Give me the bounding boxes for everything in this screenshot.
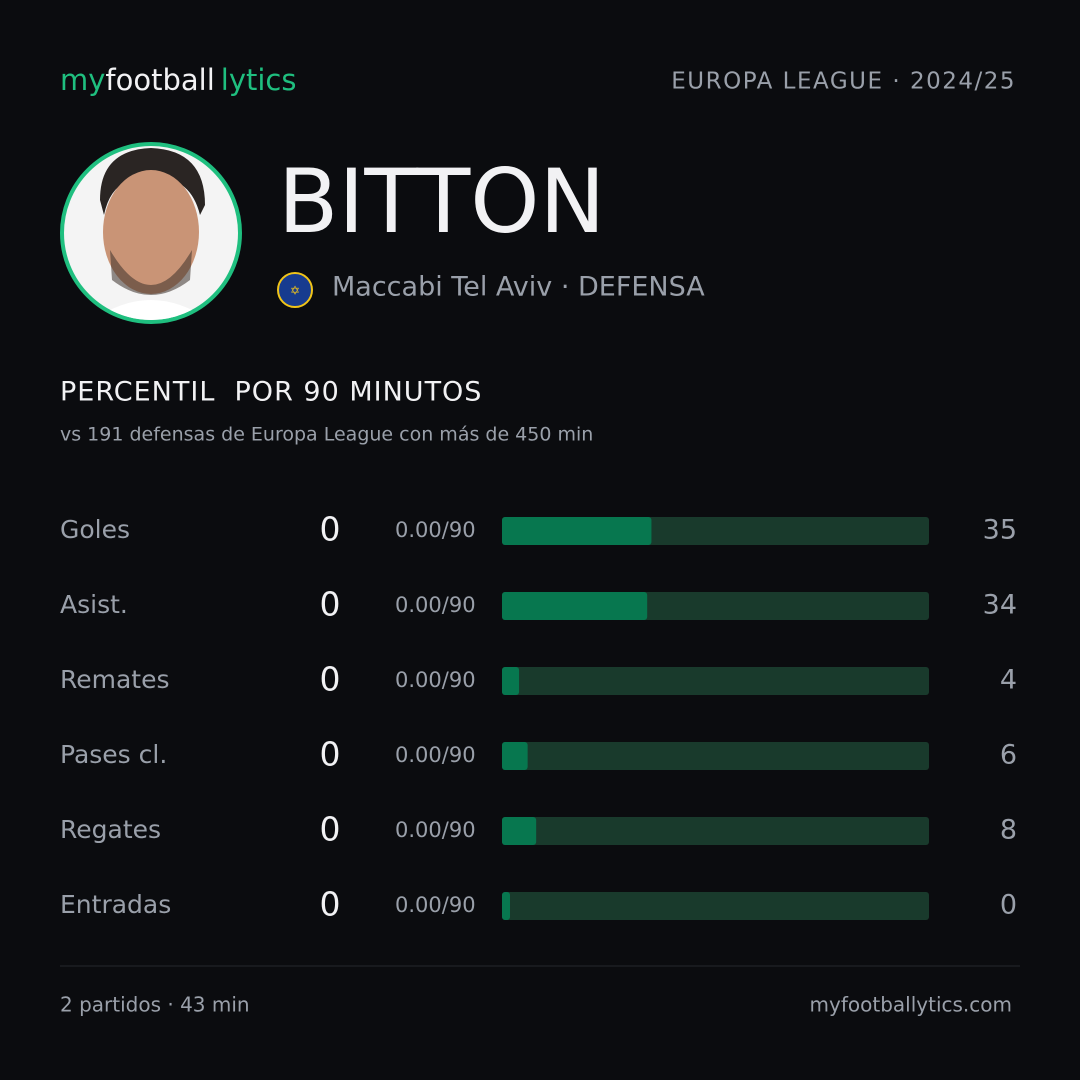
section-subtitle: vs 191 defensas de Europa League con más… — [60, 424, 593, 446]
stat-per90: 0.00/90 — [395, 668, 476, 692]
brand: myfootball lytics — [60, 63, 296, 97]
footer-left: 2 partidos · 43 min — [60, 993, 250, 1017]
bar — [502, 817, 537, 845]
bar-track — [502, 892, 929, 920]
stat-percentile: 8 — [1000, 815, 1017, 846]
stat-per90: 0.00/90 — [395, 593, 476, 617]
stat-total: 0 — [320, 810, 341, 849]
avatar — [60, 142, 242, 324]
team-crest: ✡ — [277, 272, 313, 308]
brand-my: my — [60, 63, 105, 97]
stat-label: Remates — [60, 665, 170, 694]
bar-track — [502, 817, 929, 845]
stat-total: 0 — [320, 735, 341, 774]
bar-track — [502, 667, 929, 695]
stat-per90: 0.00/90 — [395, 518, 476, 542]
stat-total: 0 — [320, 885, 341, 924]
stat-per90: 0.00/90 — [395, 743, 476, 767]
bar — [502, 667, 520, 695]
brand-football: football — [105, 63, 214, 97]
bar — [502, 892, 510, 920]
stat-label: Pases cl. — [60, 740, 167, 769]
stat-per90: 0.00/90 — [395, 818, 476, 842]
svg-text:✡: ✡ — [290, 284, 300, 298]
stat-label: Goles — [60, 515, 130, 544]
stat-percentile: 34 — [983, 590, 1017, 621]
competition: EUROPA LEAGUE · 2024/25 — [671, 69, 1016, 95]
stat-percentile: 6 — [1000, 740, 1017, 771]
bar — [502, 517, 652, 545]
stat-label: Asist. — [60, 590, 128, 619]
section-title: PERCENTIL POR 90 MINUTOS — [60, 377, 482, 408]
footer-right: myfootballytics.com — [810, 993, 1012, 1017]
avatar-photo — [80, 148, 222, 320]
bar — [502, 592, 648, 620]
player-name: BITTON — [278, 150, 605, 253]
stat-percentile: 35 — [983, 515, 1017, 546]
stat-percentile: 0 — [1000, 890, 1017, 921]
bar — [502, 742, 528, 770]
stat-percentile: 4 — [1000, 665, 1017, 696]
bar-track — [502, 742, 929, 770]
team-position: Maccabi Tel Aviv · DEFENSA — [332, 272, 705, 303]
brand-lytics: lytics — [221, 63, 297, 97]
stat-per90: 0.00/90 — [395, 893, 476, 917]
stat-total: 0 — [320, 510, 341, 549]
stat-label: Entradas — [60, 890, 171, 919]
stat-total: 0 — [320, 585, 341, 624]
stat-label: Regates — [60, 815, 161, 844]
stat-total: 0 — [320, 660, 341, 699]
